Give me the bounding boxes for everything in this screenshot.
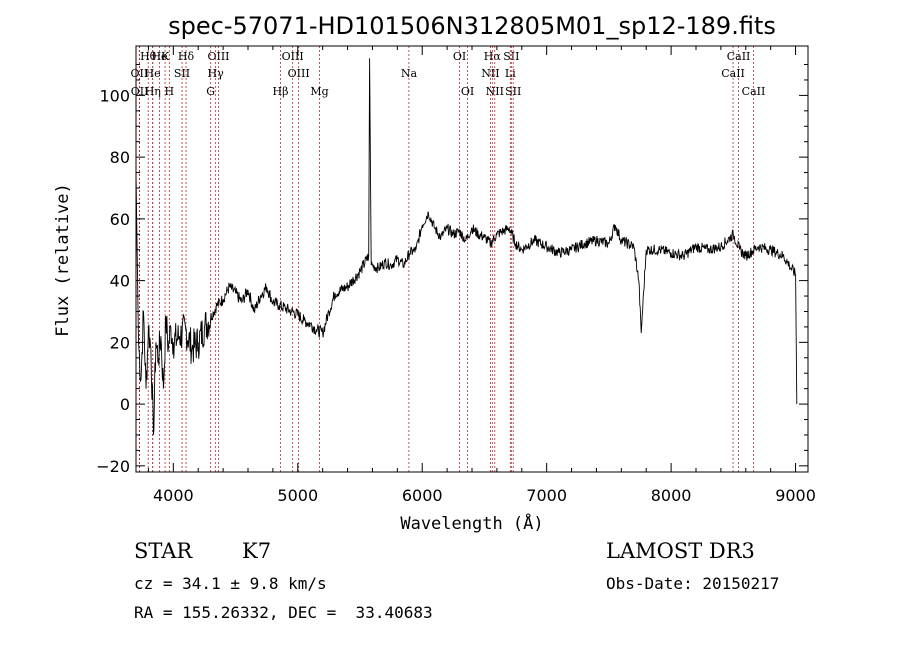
marker-label-27: CaII xyxy=(721,67,745,80)
y-tick-label-4: 60 xyxy=(110,210,130,229)
object-subclass: K7 xyxy=(242,539,272,563)
marker-label-10: OIII xyxy=(207,50,229,63)
marker-label-25: SII xyxy=(505,85,521,98)
y-tick-label-6: 100 xyxy=(99,86,130,105)
marker-label-20: Hα xyxy=(484,50,502,63)
marker-label-26: CaII xyxy=(727,50,751,63)
x-tick-label-5: 9000 xyxy=(775,486,816,505)
marker-label-11: Hγ xyxy=(208,67,225,80)
y-tick-label-1: 0 xyxy=(120,395,130,414)
x-tick-label-1: 5000 xyxy=(277,486,318,505)
marker-label-16: Mg xyxy=(310,85,328,98)
redshift-cz: cz = 34.1 ± 9.8 km/s xyxy=(134,574,327,593)
y-tick-label-0: −20 xyxy=(96,457,130,476)
marker-label-15: OIII xyxy=(288,67,310,80)
marker-label-12: G xyxy=(206,85,215,98)
x-axis-label: Wavelength (Å) xyxy=(400,512,543,534)
y-tick-label-3: 40 xyxy=(110,272,130,291)
marker-label-13: Hβ xyxy=(273,85,289,98)
marker-label-8: SII xyxy=(174,67,190,80)
marker-label-9: Hδ xyxy=(178,50,195,63)
marker-label-18: OI xyxy=(453,50,466,63)
marker-label-6: Hη xyxy=(145,85,161,98)
x-tick-label-2: 6000 xyxy=(402,486,443,505)
y-tick-label-2: 20 xyxy=(110,333,130,352)
object-class: STAR xyxy=(134,539,193,563)
survey-name: LAMOST DR3 xyxy=(606,539,755,563)
marker-label-7: H xyxy=(165,85,175,98)
observation-date: Obs-Date: 20150217 xyxy=(606,574,780,593)
x-axis: 4000 5000 6000 7000 8000 9000 xyxy=(147,46,816,505)
marker-label-23: Li xyxy=(505,67,516,80)
marker-label-3: He xyxy=(151,50,167,63)
marker-label-22: NII xyxy=(481,67,499,80)
marker-label-5: He xyxy=(144,67,160,80)
x-tick-label-4: 8000 xyxy=(651,486,692,505)
x-tick-label-0: 4000 xyxy=(153,486,194,505)
y-axis: −20 0 20 40 60 80 100 xyxy=(96,64,808,476)
series-line-flux xyxy=(135,58,798,436)
spectrum-chart: spec-57071-HD101506N312805M01_sp12-189.f… xyxy=(53,12,816,534)
coordinates: RA = 155.26332, DEC = 33.40683 xyxy=(134,603,433,622)
series-layer xyxy=(135,58,798,436)
marker-label-14: OIII xyxy=(282,50,304,63)
marker-label-24: NII xyxy=(486,85,504,98)
y-tick-label-5: 80 xyxy=(110,148,130,167)
marker-label-2: OII xyxy=(131,85,149,98)
marker-label-17: Na xyxy=(401,67,418,80)
marker-label-28: CaII xyxy=(742,85,766,98)
y-axis-label: Flux (relative) xyxy=(53,183,73,337)
marker-label-21: SII xyxy=(503,50,519,63)
chart-title: spec-57071-HD101506N312805M01_sp12-189.f… xyxy=(168,12,776,40)
marker-label-4: K xyxy=(161,50,170,63)
marker-label-1: OII xyxy=(131,67,149,80)
marker-label-19: OI xyxy=(461,85,474,98)
plot-frame xyxy=(135,45,809,473)
x-tick-label-3: 7000 xyxy=(526,486,567,505)
